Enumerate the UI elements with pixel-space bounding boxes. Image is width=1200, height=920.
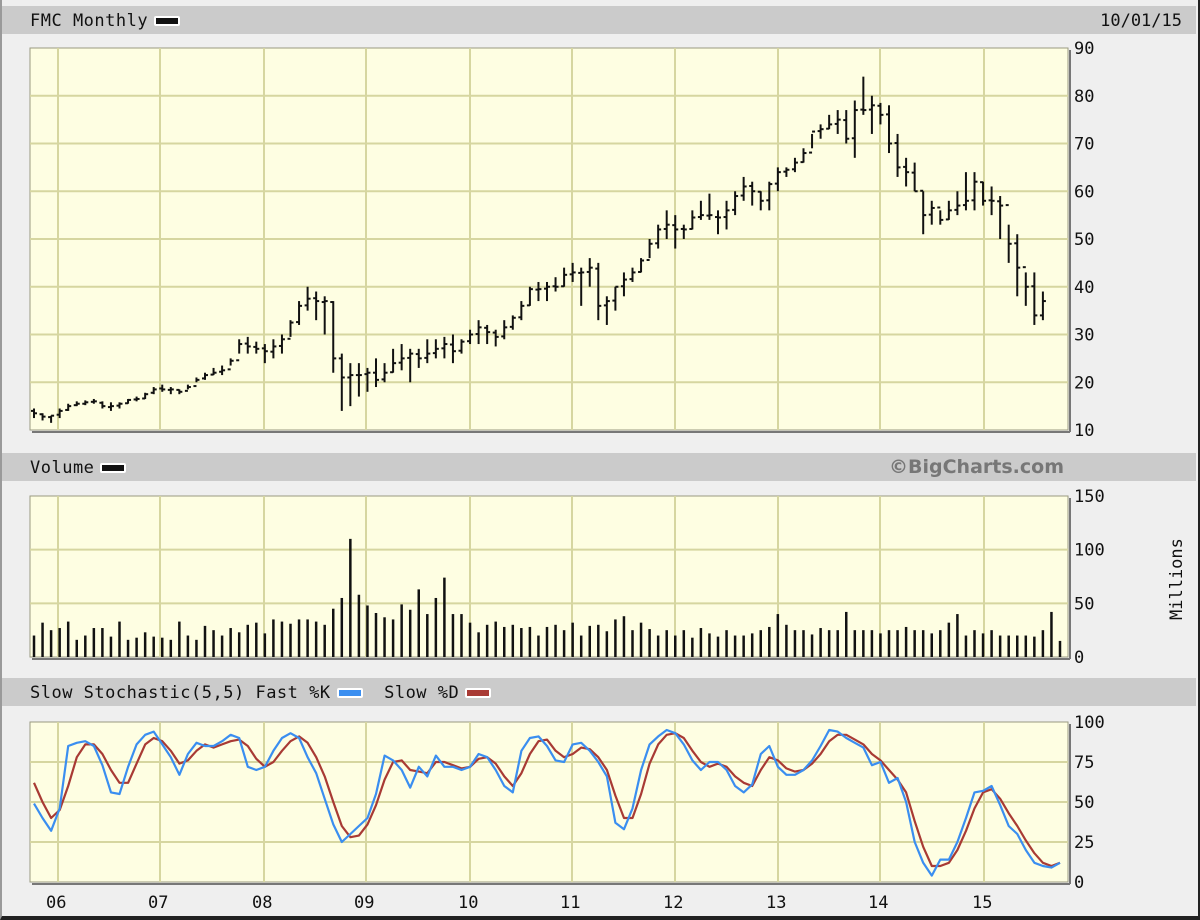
volume-panel-header: Volume ©BigCharts.com [2,453,1196,481]
stochastic-panel: 0 25 50 75 100 [29,713,1105,893]
y-tick-label: 75 [1074,753,1094,773]
volume-label: Volume [30,458,127,478]
y-tick-label: 0 [1074,648,1084,668]
y-tick-label: 30 [1074,326,1094,346]
chart-title: FMC Monthly [30,11,181,31]
x-tick-label: 15 [972,893,992,913]
y-tick-label: 25 [1074,833,1094,853]
slow-d-swatch-icon [465,688,492,698]
x-tick-label: 11 [560,893,580,913]
slow-d-line [32,732,1061,868]
price-panel: 10 20 30 40 50 60 70 80 90 [29,39,1094,441]
x-tick-label: 06 [46,893,66,913]
y-tick-label: 90 [1074,39,1094,59]
x-tick-label: 12 [663,893,683,913]
y-tick-label: 40 [1074,278,1094,298]
y-tick-label: 150 [1074,487,1105,507]
volume-label-text: Volume [30,458,95,478]
x-tick-label: 10 [458,893,478,913]
brand-watermark: ©BigCharts.com [889,456,1064,478]
title-text: FMC Monthly [30,11,149,31]
stochastic-legend: Slow Stochastic(5,5) Fast %K Slow %D [30,683,492,703]
x-tick-label: 07 [148,893,168,913]
y-tick-label: 0 [1074,873,1084,893]
fast-k-label: Fast %K [255,683,331,703]
y-tick-label: 60 [1074,182,1094,202]
volume-panel: 0 50 100 150 [29,487,1105,668]
price-legend-swatch-icon [154,16,181,26]
fast-k-line [33,728,1061,877]
x-tick-label: 14 [868,893,888,913]
y-tick-label: 10 [1074,421,1094,441]
x-tick-label: 09 [354,893,374,913]
y-tick-label: 70 [1074,135,1094,155]
y-tick-label: 20 [1074,373,1094,393]
y-tick-label: 100 [1074,541,1105,561]
chart-date: 10/01/15 [1100,11,1182,31]
y-tick-label: 80 [1074,87,1094,107]
slow-d-label: Slow %D [384,683,460,703]
price-panel-header: FMC Monthly 10/01/15 [2,6,1196,34]
y-tick-label: 50 [1074,230,1094,250]
fast-k-swatch-icon [336,688,363,698]
x-tick-label: 13 [766,893,786,913]
stochastic-panel-header: Slow Stochastic(5,5) Fast %K Slow %D [2,678,1196,706]
y-tick-label: 50 [1074,594,1094,614]
volume-legend-swatch-icon [100,463,127,473]
y-tick-label: 100 [1074,713,1105,733]
stochastic-label: Slow Stochastic(5,5) [30,683,245,703]
volume-unit-label: Millions [1167,538,1187,620]
y-tick-label: 50 [1074,793,1094,813]
x-tick-label: 08 [252,893,272,913]
